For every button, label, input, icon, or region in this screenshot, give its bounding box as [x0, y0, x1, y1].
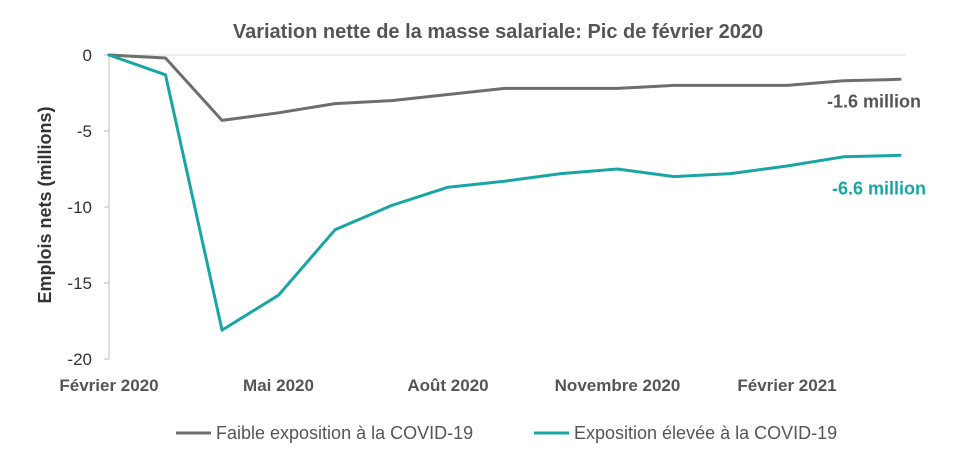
y-axis-label: Emplois nets (millions)	[35, 106, 55, 303]
y-tick-label: -5	[77, 122, 92, 141]
x-tick-label: Novembre 2020	[555, 376, 681, 395]
legend: Faible exposition à la COVID-19 Expositio…	[176, 423, 837, 443]
x-tick-label: Février 2021	[737, 376, 836, 395]
y-tick-label: -15	[67, 274, 92, 293]
axes	[104, 54, 110, 360]
series-line-high-exposure	[107, 53, 902, 332]
x-tick-label: Août 2020	[407, 376, 488, 395]
y-tick-label: -20	[67, 350, 92, 369]
x-tick-label: Février 2020	[59, 376, 158, 395]
x-tick-labels: Février 2020 Mai 2020 Août 2020 Novembre 20…	[59, 376, 836, 395]
y-tick-label: -10	[67, 198, 92, 217]
y-tick-labels: 0 -5 -10 -15 -20	[67, 46, 92, 369]
series-line-low-exposure	[107, 53, 902, 122]
end-labels: -1.6 million -6.6 million	[827, 91, 926, 198]
series-lines	[107, 53, 902, 332]
chart-title: Variation nette de la masse salariale: P…	[233, 21, 763, 43]
legend-label-low-exposure: Faible exposition à la COVID-19	[216, 423, 473, 443]
y-tick-label: 0	[83, 46, 92, 65]
end-label-low-exposure: -1.6 million	[827, 91, 921, 111]
x-tick-label: Mai 2020	[243, 376, 314, 395]
legend-label-high-exposure: Exposition élevée à la COVID-19	[574, 423, 837, 443]
end-label-high-exposure: -6.6 million	[832, 178, 926, 198]
